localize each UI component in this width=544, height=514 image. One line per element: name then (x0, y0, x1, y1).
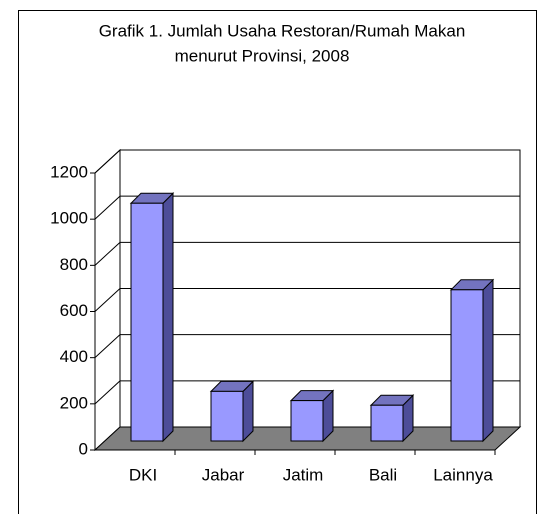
x-tick-label: Jatim (283, 465, 324, 484)
y-tick-label: 800 (60, 255, 88, 274)
x-tick-label: Jabar (202, 465, 245, 484)
bar (370, 404, 404, 442)
y-tick-label: 200 (60, 393, 88, 412)
bar-side (482, 278, 494, 443)
grid-line (94, 288, 121, 312)
bar (450, 289, 484, 442)
grid-line (94, 380, 121, 405)
x-tick-label: DKI (129, 465, 157, 484)
grid-line (94, 241, 121, 266)
grid-line (94, 195, 121, 220)
bar-side (162, 192, 174, 443)
chart-title: Grafik 1. Jumlah Usaha Restoran/Rumah Ma… (99, 21, 466, 40)
y-tick-label: 600 (60, 301, 88, 320)
y-tick-label: 1000 (50, 209, 88, 228)
x-tick-label: Bali (369, 465, 397, 484)
grid-line (94, 334, 121, 359)
bar (130, 202, 164, 442)
y-tick-label: 400 (60, 347, 88, 366)
x-tick-label: Lainnya (433, 465, 493, 484)
y-tick-label: 0 (79, 439, 88, 458)
grid-line (94, 149, 121, 174)
chart-title: menurut Provinsi, 2008 (175, 46, 350, 65)
y-tick-label: 1200 (50, 162, 88, 181)
bar (290, 400, 324, 442)
bar (210, 390, 244, 442)
